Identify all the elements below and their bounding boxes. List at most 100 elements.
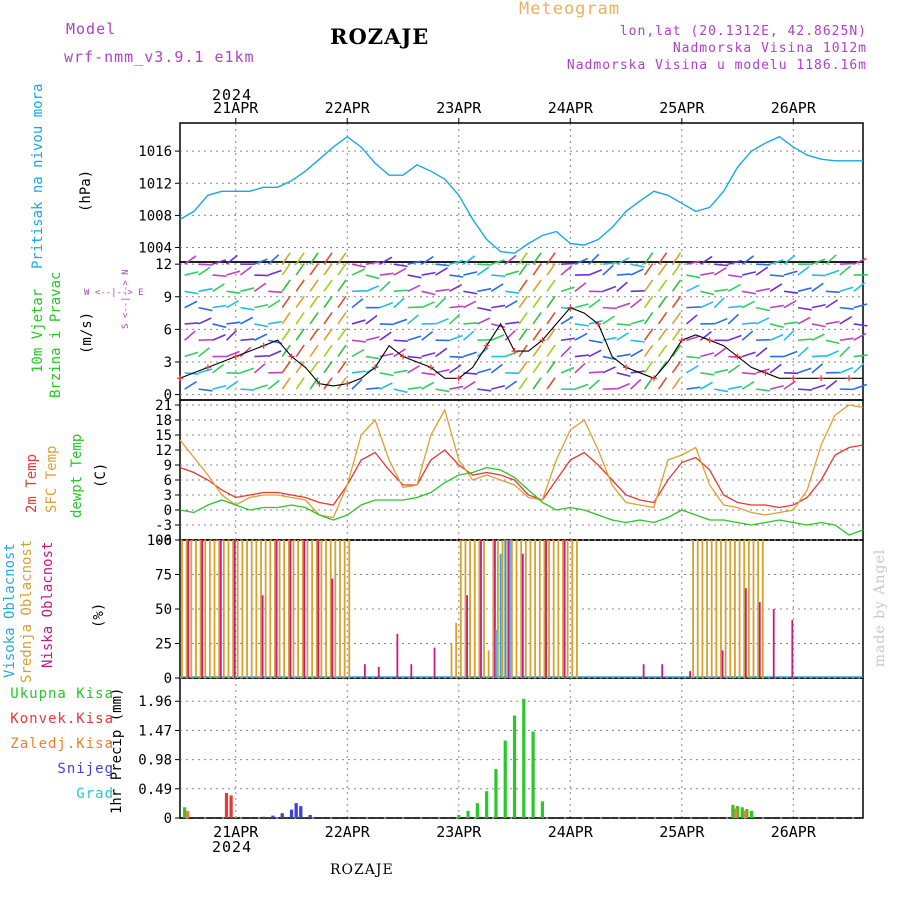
precip-bar bbox=[457, 815, 461, 818]
wind-barb bbox=[532, 328, 542, 341]
altitude-text: Nadmorska Visina 1012m bbox=[672, 41, 867, 56]
wind-barb bbox=[574, 362, 586, 374]
wind-barb bbox=[254, 258, 268, 265]
wind-barb bbox=[699, 381, 714, 390]
wind-barb bbox=[295, 312, 305, 325]
y-tick-label: 50 bbox=[155, 602, 172, 618]
wind-barb bbox=[407, 274, 422, 279]
wind-gust-marker bbox=[790, 375, 797, 382]
wind-barb bbox=[602, 366, 616, 374]
wind-barb bbox=[532, 295, 542, 309]
wind-barb bbox=[267, 299, 281, 309]
wind-barb bbox=[226, 270, 241, 276]
wind-barb bbox=[309, 279, 319, 292]
wind-barb bbox=[295, 360, 305, 374]
wind-barb bbox=[713, 297, 725, 309]
wind-barb bbox=[616, 323, 631, 326]
wind-barb bbox=[671, 263, 682, 276]
precip-bar bbox=[229, 795, 233, 818]
wind-barb bbox=[490, 334, 505, 341]
y-tick-label: 0 bbox=[164, 671, 172, 687]
y-tick-label: -6 bbox=[155, 533, 172, 549]
wind-barb bbox=[365, 261, 380, 265]
wind-barb bbox=[727, 313, 740, 325]
wind-barb bbox=[811, 363, 824, 374]
wind-barb bbox=[783, 254, 796, 265]
wind-barb bbox=[421, 352, 436, 358]
wind-gust-marker bbox=[511, 348, 518, 355]
wind-barb bbox=[477, 287, 492, 293]
wind-barb bbox=[281, 279, 291, 292]
y-tick-label: 12 bbox=[155, 443, 172, 459]
wind-barb bbox=[700, 372, 715, 376]
wind-barb bbox=[309, 295, 319, 309]
wind-barb bbox=[713, 347, 727, 358]
wind-barb bbox=[267, 379, 280, 390]
temp-line-0 bbox=[179, 444, 864, 509]
wind-gust-marker bbox=[539, 337, 546, 344]
wind-barb bbox=[226, 321, 241, 325]
wind-barb bbox=[309, 360, 319, 374]
wind-gust-marker bbox=[455, 375, 462, 382]
wind-barb bbox=[546, 263, 556, 276]
wind-barb bbox=[825, 320, 840, 325]
wind-barb bbox=[657, 252, 668, 265]
wind-barb bbox=[281, 328, 291, 341]
wind-barb bbox=[184, 255, 197, 265]
wind-barb bbox=[421, 255, 434, 265]
year-top: 2024 bbox=[212, 86, 253, 104]
precip-bar bbox=[475, 803, 479, 818]
wind-barb bbox=[825, 254, 837, 265]
wind-barb bbox=[309, 263, 319, 276]
wind-barb bbox=[490, 363, 503, 374]
precip-bar bbox=[731, 804, 735, 818]
wind-barb bbox=[686, 274, 701, 279]
wind-barb bbox=[825, 299, 839, 309]
wind-barb bbox=[393, 289, 408, 293]
wind-barb bbox=[616, 372, 631, 377]
wind-barb bbox=[323, 360, 333, 374]
wind-barb bbox=[742, 290, 757, 295]
wind-gust-marker bbox=[846, 375, 853, 382]
y-tick-label: 100 bbox=[147, 533, 172, 549]
wind-barb bbox=[643, 295, 654, 309]
wind-barb bbox=[602, 315, 615, 325]
wind-barb bbox=[198, 287, 213, 293]
wind-barb bbox=[323, 263, 333, 276]
wind-barb bbox=[714, 317, 728, 325]
wind-barb bbox=[783, 329, 795, 341]
wind-barb bbox=[671, 295, 682, 309]
wind-barb bbox=[212, 334, 226, 341]
wind-barb bbox=[393, 348, 406, 358]
wind-barb bbox=[727, 283, 741, 293]
y-tick-label: 1.47 bbox=[138, 723, 172, 739]
legend-total-rain: Ukupna Kisa bbox=[10, 686, 114, 702]
y-tick-label: 18 bbox=[155, 413, 172, 429]
top-day-label: 23APR bbox=[436, 99, 482, 117]
wind-barb bbox=[463, 300, 477, 309]
wind-barb bbox=[421, 330, 434, 341]
wind-barb bbox=[783, 350, 798, 358]
wind-barb bbox=[240, 287, 255, 293]
wind-barb bbox=[839, 316, 853, 325]
wind-barb bbox=[184, 271, 199, 276]
wind-barb bbox=[643, 344, 654, 357]
wind-barb bbox=[560, 316, 574, 325]
panel-frame bbox=[179, 122, 864, 263]
wind-barb bbox=[518, 279, 528, 292]
wind-gust-marker bbox=[483, 342, 490, 349]
wind-barb bbox=[267, 254, 280, 265]
wind-barb bbox=[449, 283, 463, 293]
wind-barb bbox=[671, 328, 682, 341]
y-tick-label: 12 bbox=[155, 257, 172, 273]
y-tick-label: 9 bbox=[164, 458, 172, 474]
wind-barb bbox=[769, 384, 784, 390]
legend-graupel: Grad bbox=[76, 786, 114, 802]
wind-barb bbox=[393, 318, 408, 325]
wind-barb bbox=[853, 257, 867, 265]
wind-barb bbox=[546, 360, 556, 374]
wind-barb bbox=[756, 263, 771, 266]
wind-gust-marker bbox=[595, 320, 602, 327]
precip-bar bbox=[503, 740, 507, 818]
